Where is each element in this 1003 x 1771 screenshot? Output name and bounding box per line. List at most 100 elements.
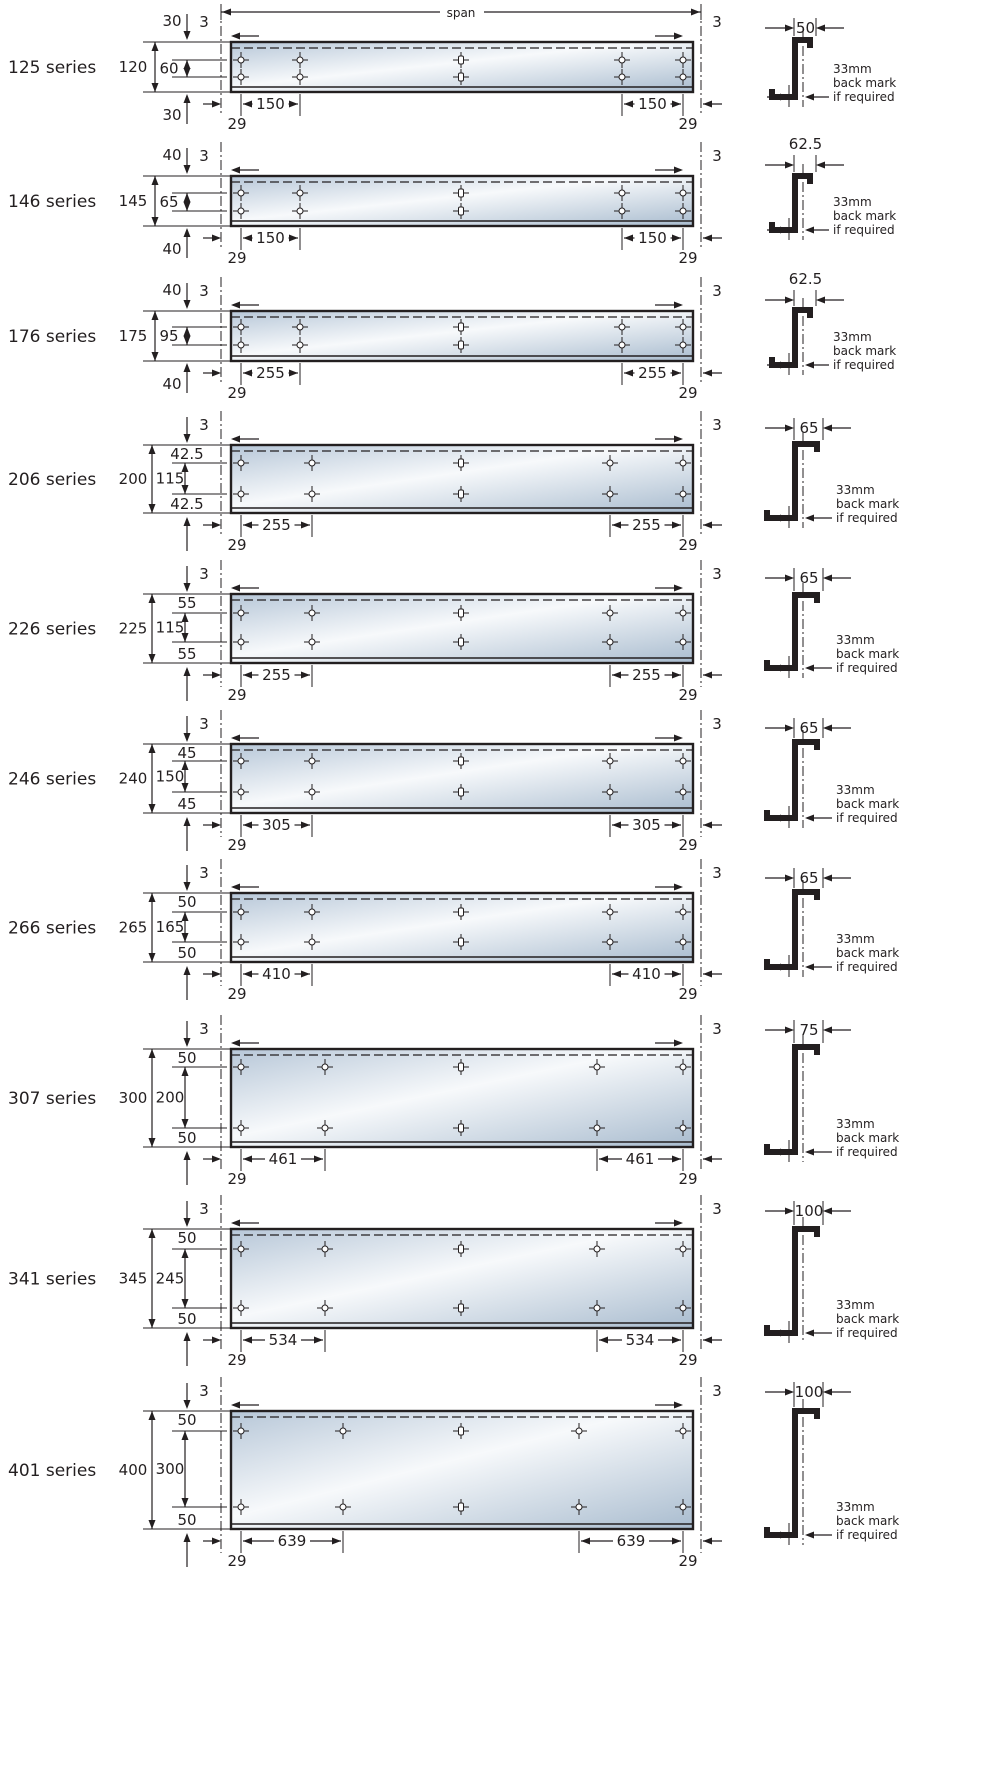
- end-gap-arrow-right: [674, 166, 683, 174]
- hole-spacing-label: 165: [156, 918, 185, 936]
- end-gap-leader-arrow: [183, 1218, 191, 1227]
- bolt-hole: [675, 319, 691, 335]
- hole-circle: [679, 73, 687, 81]
- centre-slot: [453, 634, 469, 650]
- end-gap-label-right: 3: [712, 1020, 722, 1038]
- bolt-hole: [233, 69, 249, 85]
- top-margin-label: 50: [177, 1411, 196, 1429]
- edge-offset-label-left: 29: [227, 1351, 246, 1369]
- hole-circle: [237, 638, 245, 646]
- bottom-leader-arrow: [183, 1151, 191, 1160]
- back-mark-label: 33mm: [836, 1298, 875, 1312]
- bolt-hole: [614, 319, 630, 335]
- bolt-hole: [675, 904, 691, 920]
- back-mark-label: back mark: [836, 797, 899, 811]
- back-mark-label: 33mm: [836, 483, 875, 497]
- bolt-hole: [233, 1300, 249, 1316]
- series-row: 266 series 3 3 265 165 50 50 410 410 29 29 65 33mmba…: [8, 859, 899, 1003]
- hole-circle: [575, 1503, 583, 1511]
- series-label: 176 series: [8, 327, 96, 347]
- hole-circle: [679, 938, 687, 946]
- hole-spacing-arrow-top: [181, 912, 189, 921]
- centre-slot: [453, 904, 469, 920]
- bolt-hole: [614, 203, 630, 219]
- end-gap-label-right: 3: [712, 1382, 722, 1400]
- hole-circle: [606, 638, 614, 646]
- end-gap-arrow-right: [674, 1039, 683, 1047]
- edge-offset-label-left: 29: [227, 536, 246, 554]
- end-gap-label-right: 3: [712, 565, 722, 583]
- back-mark-label: if required: [836, 661, 898, 675]
- end-gap-arrow-right: [674, 1219, 683, 1227]
- back-mark-label: 33mm: [833, 195, 872, 209]
- hole-circle: [237, 908, 245, 916]
- bolt-hole: [233, 1423, 249, 1439]
- flange-arrow-right: [816, 161, 825, 169]
- back-mark-arrow-left: [780, 1329, 789, 1337]
- z-profile-section: [764, 889, 820, 970]
- centre-slot: [453, 605, 469, 621]
- centre-slot: [453, 455, 469, 471]
- centre-slot: [453, 1300, 469, 1316]
- hole-circle: [308, 938, 316, 946]
- hole-circle: [296, 207, 304, 215]
- bolt-hole: [233, 455, 249, 471]
- bottom-leader-arrow: [183, 517, 191, 526]
- bolt-hole: [602, 455, 618, 471]
- span-arrow-right: [691, 8, 700, 16]
- back-mark-arrow: [805, 1148, 814, 1156]
- end-gap-leader-arrow: [183, 31, 191, 40]
- bolt-hole: [675, 1241, 691, 1257]
- hole-circle: [679, 56, 687, 64]
- hole-spacing-arrow-bottom: [181, 1498, 189, 1507]
- end-pitch-label-right: 639: [617, 1532, 646, 1550]
- offset-arrow-left: [212, 234, 221, 242]
- hole-circle: [308, 908, 316, 916]
- offset-arrow-left: [212, 671, 221, 679]
- flange-arrow-right: [816, 296, 825, 304]
- hole-spacing-arrow-top: [181, 761, 189, 770]
- hole-spacing-arrow-top: [181, 1067, 189, 1076]
- bolt-hole: [602, 486, 618, 502]
- hole-circle: [308, 638, 316, 646]
- hole-circle: [618, 341, 626, 349]
- offset-arrow-left: [212, 821, 221, 829]
- flange-width-label: 100: [795, 1202, 824, 1220]
- end-gap-label-left: 3: [199, 565, 209, 583]
- z-profile-section: [764, 1226, 820, 1336]
- bolt-hole: [335, 1499, 351, 1515]
- bolt-hole: [304, 784, 320, 800]
- depth-arrow-top: [148, 893, 156, 902]
- edge-offset-label-left: 29: [227, 686, 246, 704]
- end-gap-arrow-right: [674, 301, 683, 309]
- bolt-hole: [233, 185, 249, 201]
- back-mark-label: back mark: [833, 76, 896, 90]
- z-profile-section: [764, 441, 820, 521]
- hole-circle: [296, 189, 304, 197]
- series-row: 401 series 3 3 400 300 50 50 639 639 29 29 100 33mmb…: [8, 1377, 899, 1570]
- bolt-hole: [589, 1300, 605, 1316]
- bolt-hole: [292, 203, 308, 219]
- end-gap-arrow-left: [231, 584, 240, 592]
- end-pitch-label-right: 150: [638, 95, 667, 113]
- bolt-hole: [675, 69, 691, 85]
- depth-arrow-bottom: [148, 654, 156, 663]
- edge-offset-label-left: 29: [227, 1552, 246, 1570]
- hole-circle: [618, 189, 626, 197]
- bolt-hole: [233, 319, 249, 335]
- hole-spacing-label: 150: [156, 768, 185, 786]
- bolt-hole: [233, 753, 249, 769]
- edge-offset-label-right: 29: [678, 536, 697, 554]
- end-gap-leader-arrow: [183, 300, 191, 309]
- edge-offset-label-left: 29: [227, 1170, 246, 1188]
- back-mark-label: if required: [833, 223, 895, 237]
- end-pitch-label-right: 461: [626, 1150, 655, 1168]
- flange-arrow-right: [823, 1207, 832, 1215]
- series-row: 176 series 3 3 175 95 40 40 255 255 29 29 62.5 33mmb…: [8, 270, 896, 402]
- offset-arrow-right: [703, 1155, 712, 1163]
- centre-slot: [453, 185, 469, 201]
- hole-circle: [296, 73, 304, 81]
